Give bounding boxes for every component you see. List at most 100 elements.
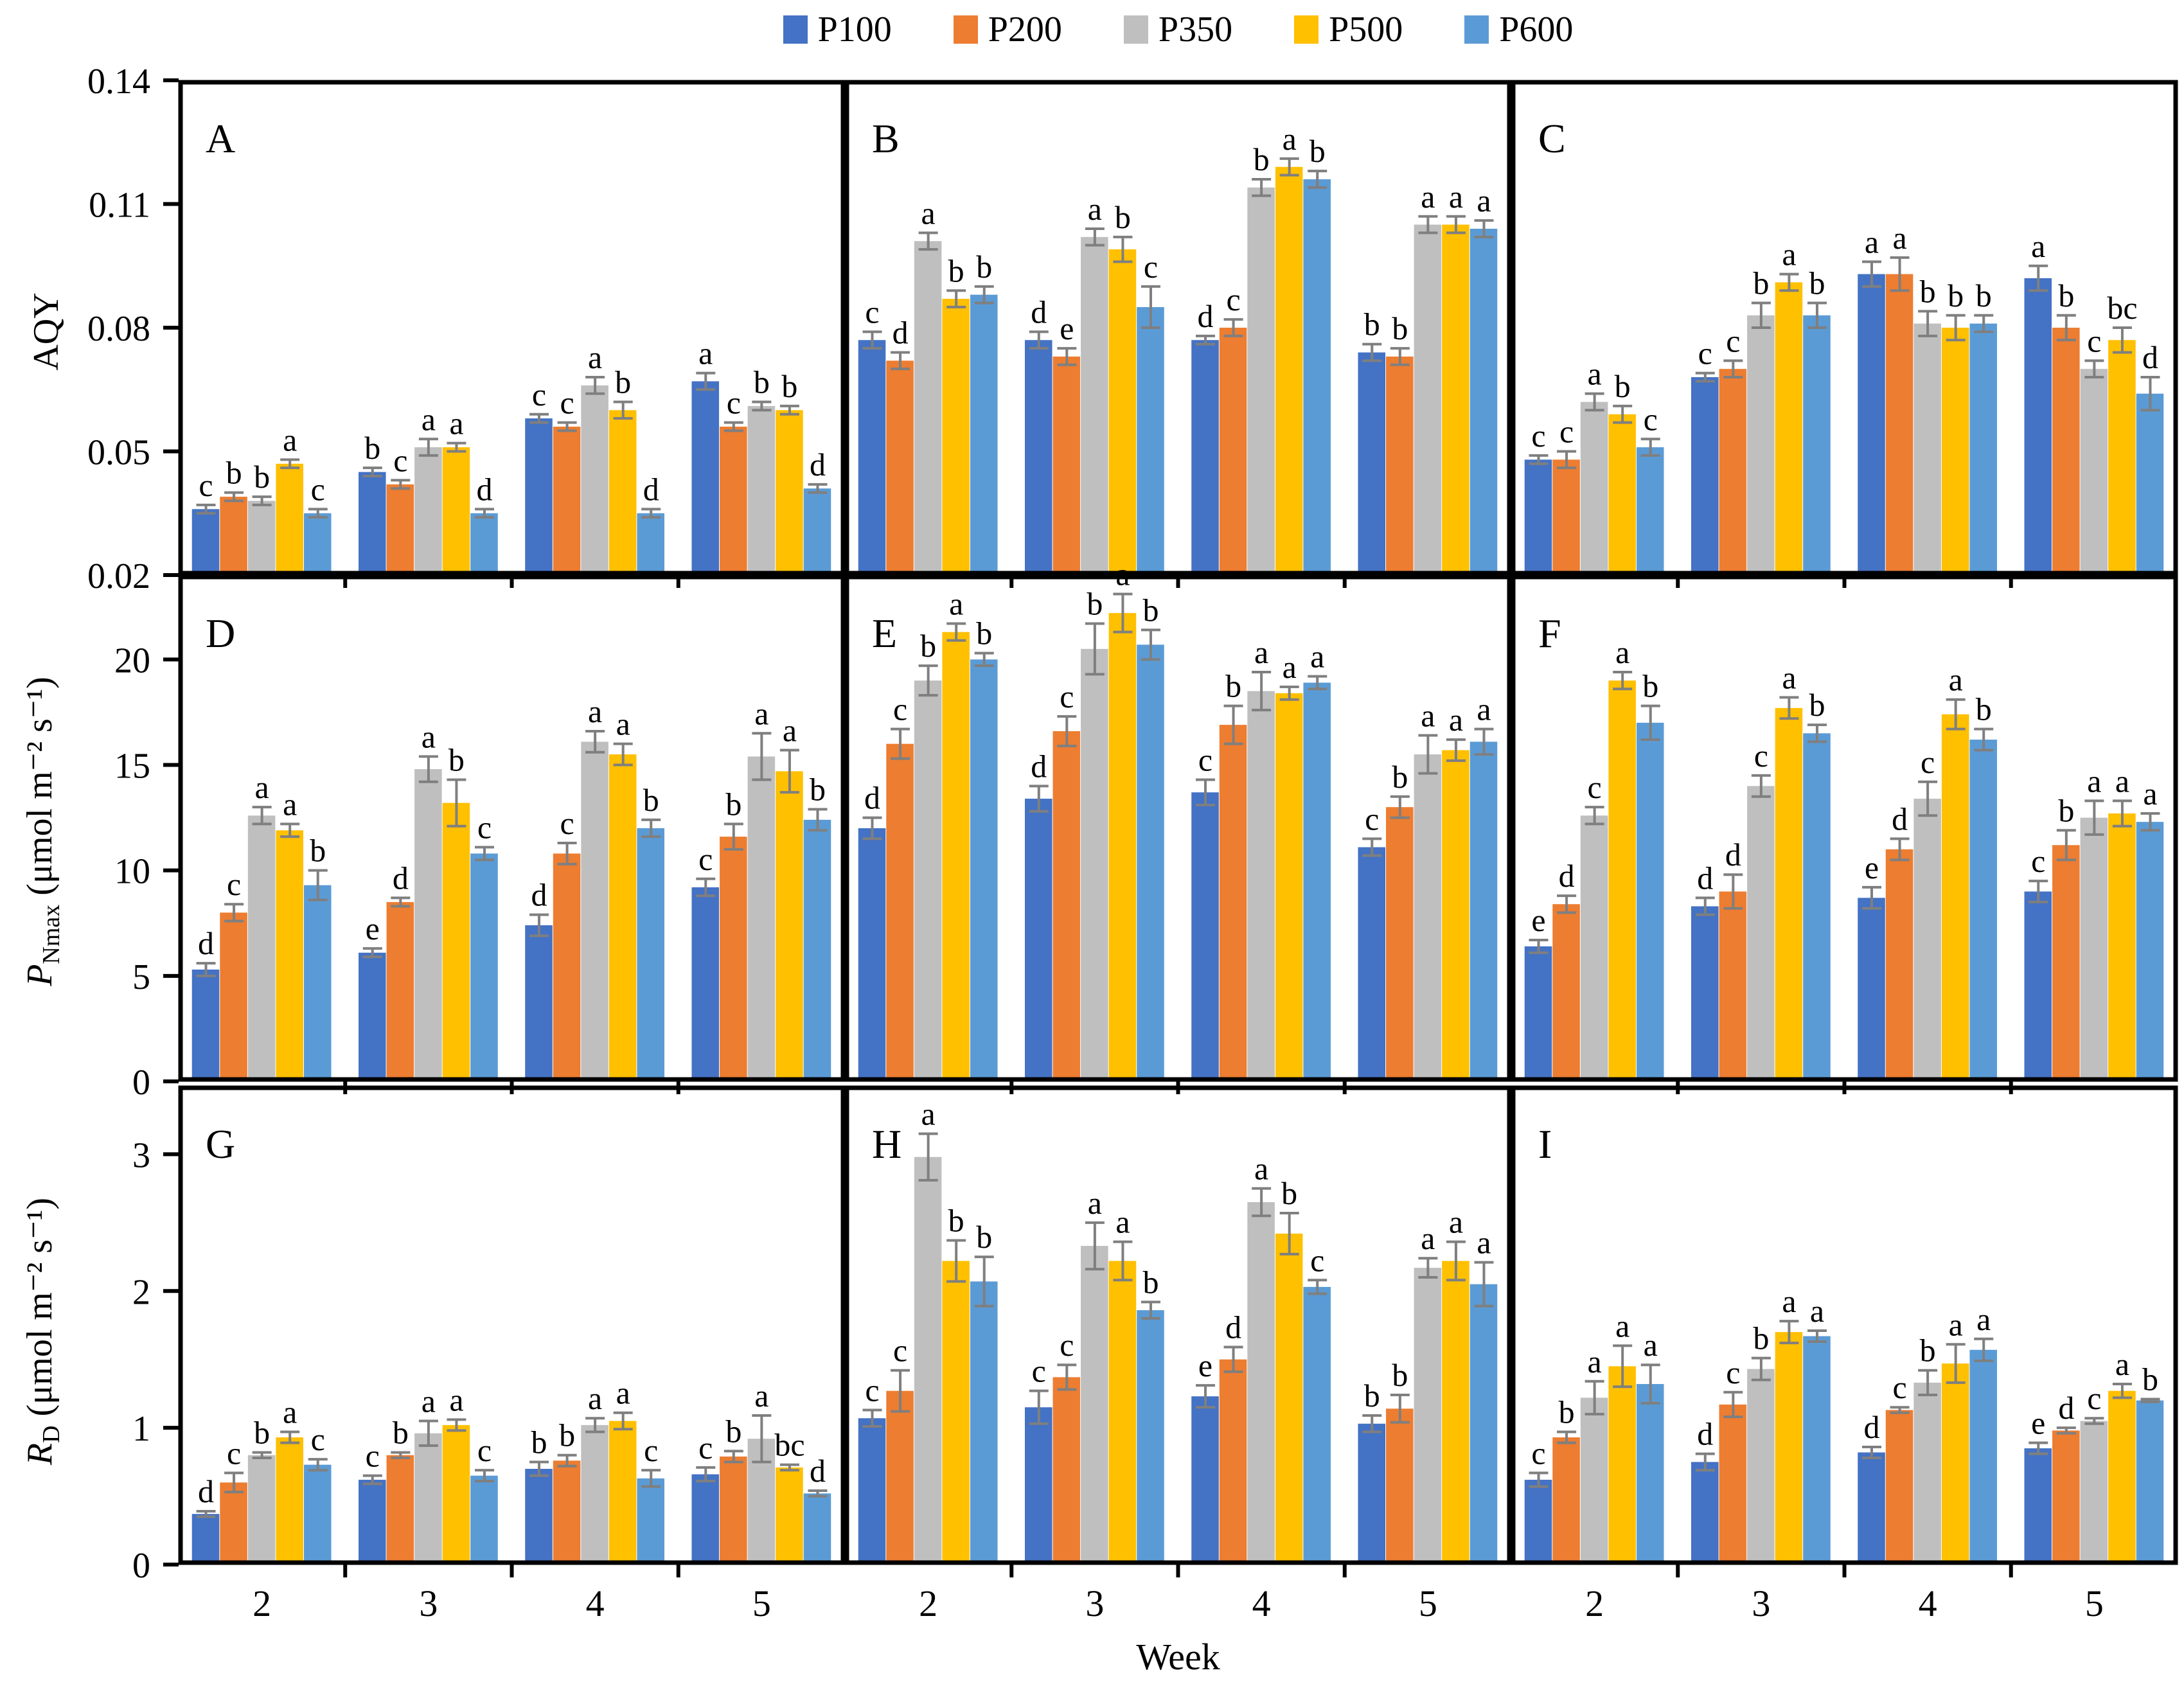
- bar-F-P100-week4: [1858, 898, 1885, 1081]
- bar-A-P100-week3: [358, 472, 386, 575]
- bar-B-P350-week3: [1081, 236, 1108, 575]
- bar-G-P600-week4: [637, 1478, 665, 1565]
- error-bar: [808, 1489, 828, 1498]
- error-bar: [308, 869, 328, 901]
- bar-I-P200-week4: [1885, 1410, 1913, 1565]
- bar-C-P500-week5: [2108, 340, 2136, 575]
- sig-letter-C-P500-week4: b: [1948, 278, 1964, 314]
- sig-letter-D-P500-week4: a: [616, 706, 630, 742]
- legend-swatch-P600: [1464, 15, 1489, 44]
- sig-letter-I-P100-week4: d: [1864, 1409, 1880, 1445]
- sig-letter-G-P100-week4: b: [531, 1424, 547, 1460]
- error-bar: [1446, 215, 1466, 235]
- bar-E-P350-week3: [1081, 648, 1108, 1081]
- error-bar: [1557, 450, 1577, 470]
- bar-I-P100-week3: [1691, 1462, 1719, 1565]
- error-bar: [1057, 347, 1077, 366]
- y-tick-label: 5: [132, 957, 150, 997]
- error-bar: [1308, 1279, 1327, 1295]
- error-bar: [308, 508, 328, 519]
- sig-letter-G-P500-week2: a: [283, 1394, 297, 1430]
- error-bar: [1779, 272, 1799, 292]
- error-bar: [280, 1430, 300, 1444]
- sig-letter-G-P500-week4: a: [616, 1375, 630, 1411]
- legend-label: P200: [988, 10, 1062, 49]
- error-bar: [224, 491, 244, 502]
- y-tick-label: 15: [114, 747, 150, 786]
- bar-E-P500-week3: [1108, 613, 1137, 1081]
- bar-I-P350-week5: [2080, 1421, 2108, 1565]
- sig-letter-C-P350-week2: a: [1588, 356, 1602, 392]
- bar-G-P600-week3: [470, 1475, 498, 1565]
- error-bar: [1196, 778, 1216, 806]
- sig-letter-B-P500-week3: b: [1115, 199, 1131, 235]
- legend-item-P600: P600: [1464, 12, 1573, 48]
- bar-A-P100-week2: [191, 509, 220, 575]
- bar-F-P350-week2: [1580, 815, 1608, 1081]
- bar-H-P500-week5: [1442, 1261, 1469, 1565]
- bar-F-P200-week2: [1552, 904, 1580, 1081]
- error-bar: [1751, 1356, 1771, 1381]
- sig-letter-F-P200-week3: d: [1725, 837, 1741, 873]
- bar-G-P500-week2: [276, 1437, 303, 1565]
- sig-letter-H-P500-week2: b: [948, 1203, 964, 1239]
- error-bar: [1141, 628, 1160, 661]
- bar-E-P350-week5: [1414, 754, 1442, 1081]
- sig-letter-I-P200-week3: c: [1726, 1354, 1740, 1390]
- sig-letter-I-P100-week2: c: [1531, 1435, 1545, 1471]
- sig-letter-A-P350-week2: b: [254, 459, 270, 495]
- bar-E-P100-week4: [1191, 792, 1219, 1081]
- sig-letter-C-P100-week2: c: [1531, 418, 1545, 454]
- sig-letter-F-P600-week2: b: [1642, 668, 1658, 704]
- error-bar: [1585, 806, 1604, 826]
- bar-A-P350-week4: [581, 385, 608, 575]
- error-bar: [918, 231, 938, 251]
- sig-letter-H-P500-week4: b: [1281, 1175, 1297, 1211]
- error-bar: [585, 376, 605, 395]
- error-bar: [1529, 454, 1549, 465]
- error-bar: [1474, 1261, 1494, 1308]
- bar-C-P350-week5: [2080, 369, 2108, 575]
- bar-G-P500-week3: [442, 1424, 470, 1565]
- sig-letter-D-P350-week3: a: [422, 718, 436, 754]
- sig-letter-C-P350-week3: b: [1753, 265, 1769, 301]
- bar-D-P350-week4: [581, 741, 608, 1081]
- error-bar: [529, 413, 549, 424]
- bar-B-P200-week5: [1386, 356, 1414, 575]
- bar-H-P600-week3: [1137, 1310, 1164, 1565]
- bar-D-P200-week2: [220, 912, 247, 1081]
- sig-letter-G-P350-week2: b: [254, 1414, 270, 1450]
- sig-letter-H-P500-week5: a: [1449, 1204, 1463, 1240]
- error-bar: [1252, 178, 1272, 197]
- legend-swatch-P500: [1294, 15, 1319, 44]
- bar-E-P200-week5: [1386, 807, 1414, 1081]
- error-bar: [862, 816, 882, 840]
- error-bar: [974, 652, 994, 668]
- error-bar: [1974, 727, 1994, 752]
- bar-C-P200-week4: [1885, 274, 1913, 575]
- bar-D-P350-week3: [414, 769, 442, 1081]
- error-bar: [391, 479, 411, 490]
- x-tick-label-week-4: 4: [1919, 1583, 1937, 1624]
- sig-letter-A-P100-week2: c: [199, 467, 213, 503]
- error-bar: [1223, 1345, 1243, 1373]
- error-bar: [1613, 1344, 1633, 1389]
- error-bar: [362, 1474, 382, 1486]
- sig-letter-I-P500-week4: a: [1949, 1306, 1963, 1342]
- bar-H-P350-week3: [1081, 1246, 1108, 1565]
- error-bar: [1057, 714, 1077, 747]
- error-bar: [1779, 696, 1799, 720]
- error-bar: [1418, 734, 1438, 775]
- sig-letter-H-P350-week4: a: [1254, 1151, 1268, 1187]
- y-tick-label: 3: [132, 1135, 150, 1175]
- error-bar: [529, 913, 549, 937]
- error-bar: [696, 877, 716, 898]
- sig-letter-B-P100-week5: b: [1364, 306, 1380, 342]
- bar-E-P600-week5: [1469, 741, 1498, 1081]
- legend-label: P350: [1158, 10, 1233, 49]
- panel-border-C: [1511, 80, 2178, 576]
- error-bar: [474, 508, 494, 519]
- error-bar: [1141, 1300, 1160, 1320]
- x-tick-label-week-3: 3: [1752, 1583, 1770, 1624]
- bar-I-P500-week5: [2108, 1390, 2136, 1565]
